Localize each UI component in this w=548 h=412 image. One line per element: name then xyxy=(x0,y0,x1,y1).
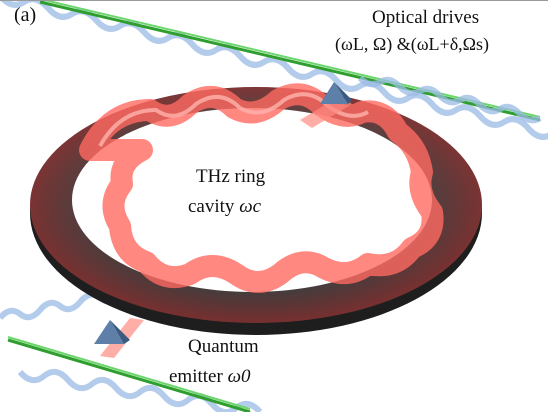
optical-drives-title: Optical drives xyxy=(372,7,480,28)
cavity-text: cavity xyxy=(188,196,240,217)
pyramid-emitter-icon xyxy=(94,320,124,344)
emitter-text: emitter xyxy=(169,366,228,387)
emitter-label-line2: emitter ω0 xyxy=(169,366,250,388)
ring-inner-hole xyxy=(72,108,432,292)
optical-drives-params: (ωL, Ω) &(ωL+δ,Ωs) xyxy=(335,34,490,54)
lower-green-guide-top xyxy=(7,336,251,410)
emitter-label-line1: Quantum xyxy=(188,336,259,357)
upper-blue-wave xyxy=(0,0,548,140)
lower-blue-wave-2 xyxy=(17,368,263,412)
emitter-symbol: ω0 xyxy=(227,366,251,387)
upper-coupler xyxy=(300,82,352,128)
upper-blue-wave-right xyxy=(357,75,542,124)
panel-label: (a) xyxy=(14,4,37,26)
pyramid-emitter-icon xyxy=(320,82,348,104)
lower-green-guide xyxy=(7,338,251,412)
thz-wave-band xyxy=(79,83,444,293)
cavity-label-line2: cavity ωc xyxy=(188,196,261,218)
upper-green-guide-top xyxy=(39,0,541,118)
upper-waveguide xyxy=(0,0,548,140)
cavity-label-line1: THz ring xyxy=(196,166,266,187)
cavity-symbol: ωc xyxy=(239,196,262,217)
lower-coupler xyxy=(94,318,144,358)
